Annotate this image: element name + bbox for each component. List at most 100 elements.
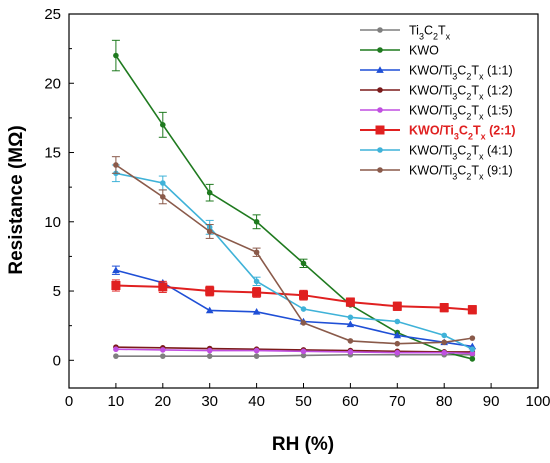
series-6-point <box>299 290 308 300</box>
legend-item-8-label: KWO/Ti3C2Tx (9:1) <box>409 164 513 182</box>
legend-item-4-label-part: T <box>471 84 479 98</box>
series-2-point <box>206 189 213 196</box>
series-7 <box>111 164 476 353</box>
series-2-point <box>300 260 307 267</box>
series-5-point <box>253 347 260 354</box>
x-tick-label: 10 <box>108 393 125 410</box>
legend-item-3-label-part: C <box>457 64 466 78</box>
legend-item-7-label-part: (4:1) <box>483 144 512 158</box>
legend-item-1-label-part: 3 <box>419 32 424 42</box>
legend-item-3-label-part: T <box>471 64 479 78</box>
series-7-point <box>394 318 401 325</box>
series-6 <box>111 279 477 315</box>
legend-item-4-label-part: (1:2) <box>483 84 512 98</box>
x-tick-label: 50 <box>295 393 312 410</box>
legend-item-4-label-part: 2 <box>466 92 471 102</box>
series-2-point <box>160 122 166 128</box>
series-1-point <box>160 353 166 359</box>
legend-item-3: KWO/Ti3C2Tx (1:1) <box>360 64 513 82</box>
series-7-point <box>253 278 260 285</box>
legend-item-4-swatch-point <box>377 87 383 93</box>
series-layer <box>111 39 477 362</box>
series-8-point <box>441 339 448 346</box>
legend-item-5-swatch-point <box>377 107 383 113</box>
legend-item-3-label-part: 3 <box>452 72 457 82</box>
legend-item-5-label-part: T <box>471 104 479 118</box>
legend-item-4: KWO/Ti3C2Tx (1:2) <box>360 84 513 102</box>
series-8 <box>111 156 476 347</box>
x-tick-label: 60 <box>342 393 359 410</box>
legend-item-8-label-part: C <box>457 164 466 178</box>
legend-item-6-label-part: 3 <box>454 132 459 142</box>
legend-item-2-label-part: KWO <box>409 44 439 58</box>
legend-item-6-label-part: (2:1) <box>486 124 516 138</box>
legend-item-8-label-part: 2 <box>466 172 471 182</box>
series-8-point <box>469 335 476 341</box>
y-tick-label: 15 <box>44 145 61 162</box>
legend-item-1-label-part: T <box>438 24 446 38</box>
legend-item-1-swatch-point <box>377 27 383 33</box>
y-tick-label: 0 <box>53 352 61 369</box>
series-7-point <box>160 180 166 186</box>
x-tick-label: 90 <box>483 393 500 410</box>
legend-item-8: KWO/Ti3C2Tx (9:1) <box>360 164 513 182</box>
legend-item-6: KWO/Ti3C2Tx (2:1) <box>360 124 516 142</box>
legend-item-7-label-part: x <box>479 152 484 162</box>
series-8-point <box>113 162 119 168</box>
legend-item-3-label-part: 2 <box>466 72 471 82</box>
legend-item-3-label-part: KWO/Ti <box>409 64 452 78</box>
legend-item-7-label-part: KWO/Ti <box>409 144 452 158</box>
legend-item-5-label: KWO/Ti3C2Tx (1:5) <box>409 104 513 122</box>
series-2-point <box>253 218 260 225</box>
series-7-point <box>347 314 354 321</box>
legend-item-1: Ti3C2Tx <box>360 24 451 42</box>
legend-item-7-label-part: 2 <box>466 152 471 162</box>
series-5-point <box>347 349 354 355</box>
y-axis-title: Resistance (MΩ) <box>6 125 27 274</box>
legend-item-4-label-part: KWO/Ti <box>409 84 452 98</box>
series-1-point <box>113 353 119 359</box>
series-5-point <box>394 349 401 356</box>
x-tick-label: 100 <box>525 393 550 410</box>
y-tick-label: 25 <box>44 6 61 23</box>
legend-item-7-swatch-point <box>377 147 383 153</box>
series-1-point <box>300 352 307 359</box>
x-tick-label: 70 <box>389 393 406 410</box>
x-tick-label: 0 <box>65 393 73 410</box>
series-7-line <box>115 172 473 350</box>
x-tick-label: 30 <box>201 393 218 410</box>
legend-item-5: KWO/Ti3C2Tx (1:5) <box>360 104 513 122</box>
legend-item-8-label-part: T <box>471 164 479 178</box>
legend-item-7-label-part: T <box>471 144 479 158</box>
legend-item-4-label: KWO/Ti3C2Tx (1:2) <box>409 84 513 102</box>
legend-item-7-label: KWO/Ti3C2Tx (4:1) <box>409 144 513 162</box>
x-tick-label: 80 <box>436 393 453 410</box>
legend-item-7-label-part: C <box>457 144 466 158</box>
legend-item-3-label: KWO/Ti3C2Tx (1:1) <box>409 64 513 82</box>
legend-item-6-label-part: KWO/Ti <box>409 124 454 138</box>
series-6-point <box>158 282 168 292</box>
series-5-point <box>206 347 213 354</box>
y-axis-ticks: 0 5 10 15 20 25 <box>44 6 74 369</box>
series-5-point <box>469 350 476 357</box>
legend-item-3-swatch-point <box>376 66 384 73</box>
series-2-point <box>113 52 119 59</box>
legend-item-5-label-part: x <box>479 112 484 122</box>
x-axis-title: RH (%) <box>272 434 334 455</box>
y-tick-label: 10 <box>44 214 61 231</box>
legend-item-1-label-part: 2 <box>433 32 438 42</box>
legend-item-5-label-part: C <box>457 104 466 118</box>
legend-item-4-label-part: C <box>457 84 466 98</box>
legend-item-6-label-part: T <box>473 124 481 138</box>
series-7-point <box>469 346 476 353</box>
series-3-point <box>112 266 120 274</box>
series-2-point <box>469 356 476 362</box>
plot-frame <box>68 13 539 389</box>
legend-item-3-label-part: x <box>479 72 484 82</box>
series-6-point <box>111 280 121 290</box>
series-5-point <box>300 348 307 355</box>
y-tick-label: 5 <box>53 283 61 300</box>
series-5-point <box>441 349 448 356</box>
legend-item-6-label-part: x <box>481 132 486 142</box>
